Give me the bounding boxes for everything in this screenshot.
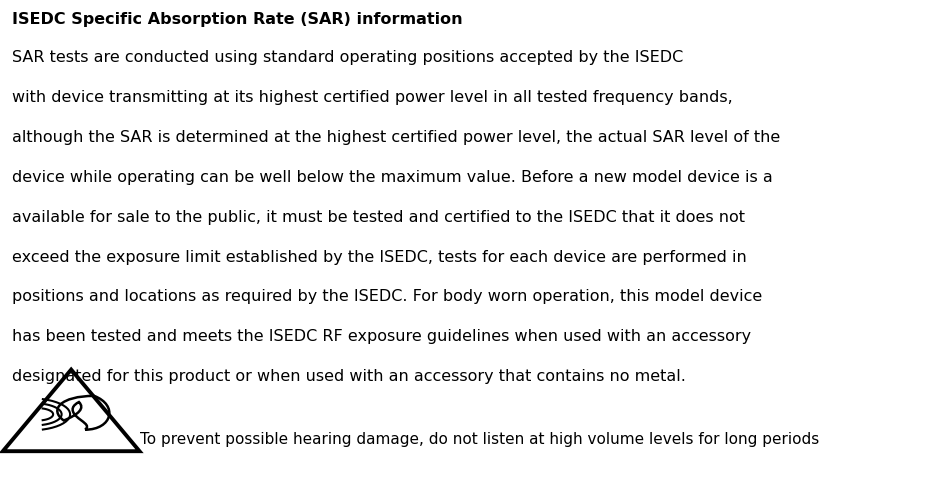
Text: To prevent possible hearing damage, do not listen at high volume levels for long: To prevent possible hearing damage, do n… — [140, 432, 820, 447]
Text: positions and locations as required by the ISEDC. For body worn operation, this : positions and locations as required by t… — [12, 289, 763, 304]
Text: with device transmitting at its highest certified power level in all tested freq: with device transmitting at its highest … — [12, 90, 733, 105]
Text: although the SAR is determined at the highest certified power level, the actual : although the SAR is determined at the hi… — [12, 130, 781, 145]
Text: ISEDC Specific Absorption Rate (SAR) information: ISEDC Specific Absorption Rate (SAR) inf… — [12, 12, 463, 27]
Text: designated for this product or when used with an accessory that contains no meta: designated for this product or when used… — [12, 369, 686, 384]
Text: device while operating can be well below the maximum value. Before a new model d: device while operating can be well below… — [12, 170, 773, 185]
Text: available for sale to the public, it must be tested and certified to the ISEDC t: available for sale to the public, it mus… — [12, 210, 745, 225]
Text: has been tested and meets the ISEDC RF exposure guidelines when used with an acc: has been tested and meets the ISEDC RF e… — [12, 329, 752, 344]
Text: SAR tests are conducted using standard operating positions accepted by the ISEDC: SAR tests are conducted using standard o… — [12, 50, 683, 65]
Text: exceed the exposure limit established by the ISEDC, tests for each device are pe: exceed the exposure limit established by… — [12, 250, 747, 264]
